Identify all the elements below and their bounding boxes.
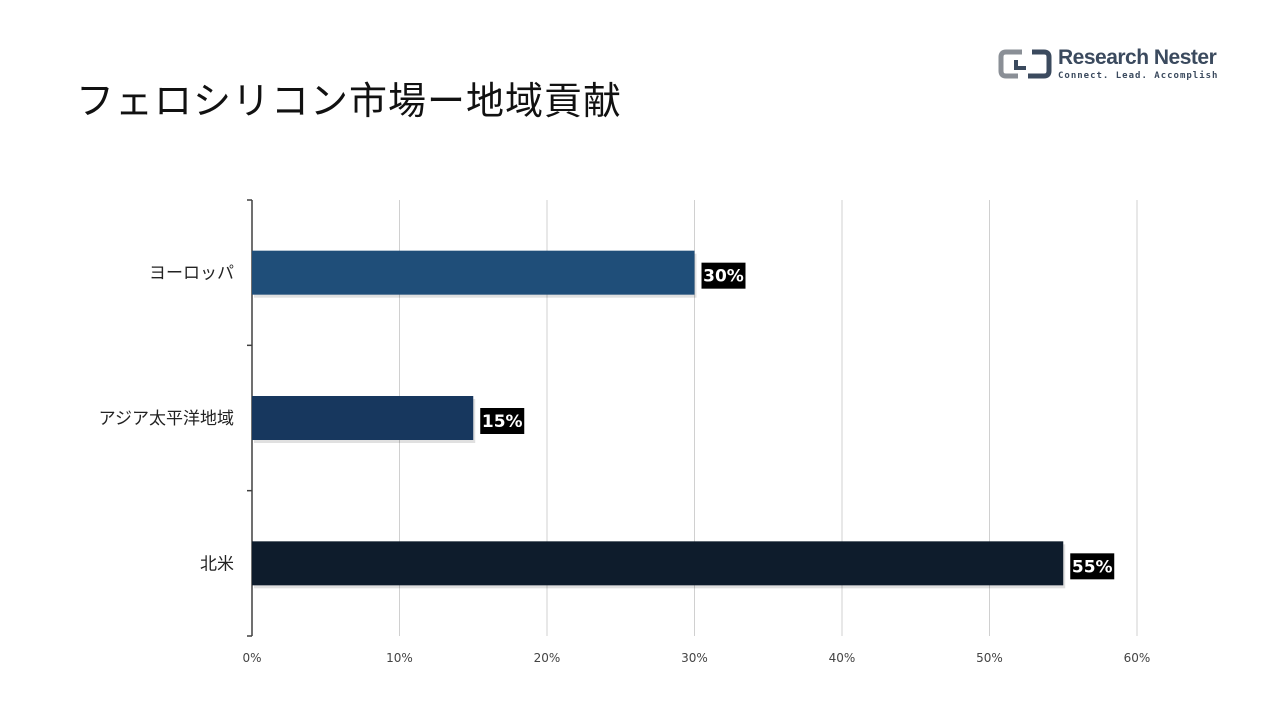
x-tick-label: 10% — [386, 651, 413, 665]
category-label: 北米 — [200, 554, 234, 574]
page-title: フェロシリコン市場ー地域貢献 — [76, 79, 623, 123]
data-label: 15% — [482, 412, 523, 432]
research-nester-logo-icon — [998, 49, 1052, 79]
x-tick-label: 20% — [534, 651, 561, 665]
category-label: ヨーロッパ — [149, 264, 234, 284]
category-label: アジア太平洋地域 — [99, 409, 234, 429]
data-label-box — [480, 408, 525, 434]
bar — [252, 541, 1064, 586]
x-tick-label: 60% — [1124, 651, 1151, 665]
x-tick-label: 40% — [829, 651, 856, 665]
logo-tagline: Connect. Lead. Accomplish — [1058, 71, 1219, 81]
bar — [252, 250, 695, 295]
bar — [252, 396, 474, 440]
x-tick-label: 0% — [242, 651, 261, 665]
data-label-box — [701, 262, 746, 289]
data-label: 55% — [1072, 557, 1113, 577]
x-tick-label: 30% — [681, 651, 708, 665]
x-tick-label: 50% — [976, 651, 1003, 665]
company-logo: Research Nester Connect. Lead. Accomplis… — [998, 46, 1228, 86]
data-label-box — [1070, 553, 1115, 580]
logo-name: Research Nester — [1058, 46, 1217, 69]
data-label: 30% — [703, 267, 744, 287]
